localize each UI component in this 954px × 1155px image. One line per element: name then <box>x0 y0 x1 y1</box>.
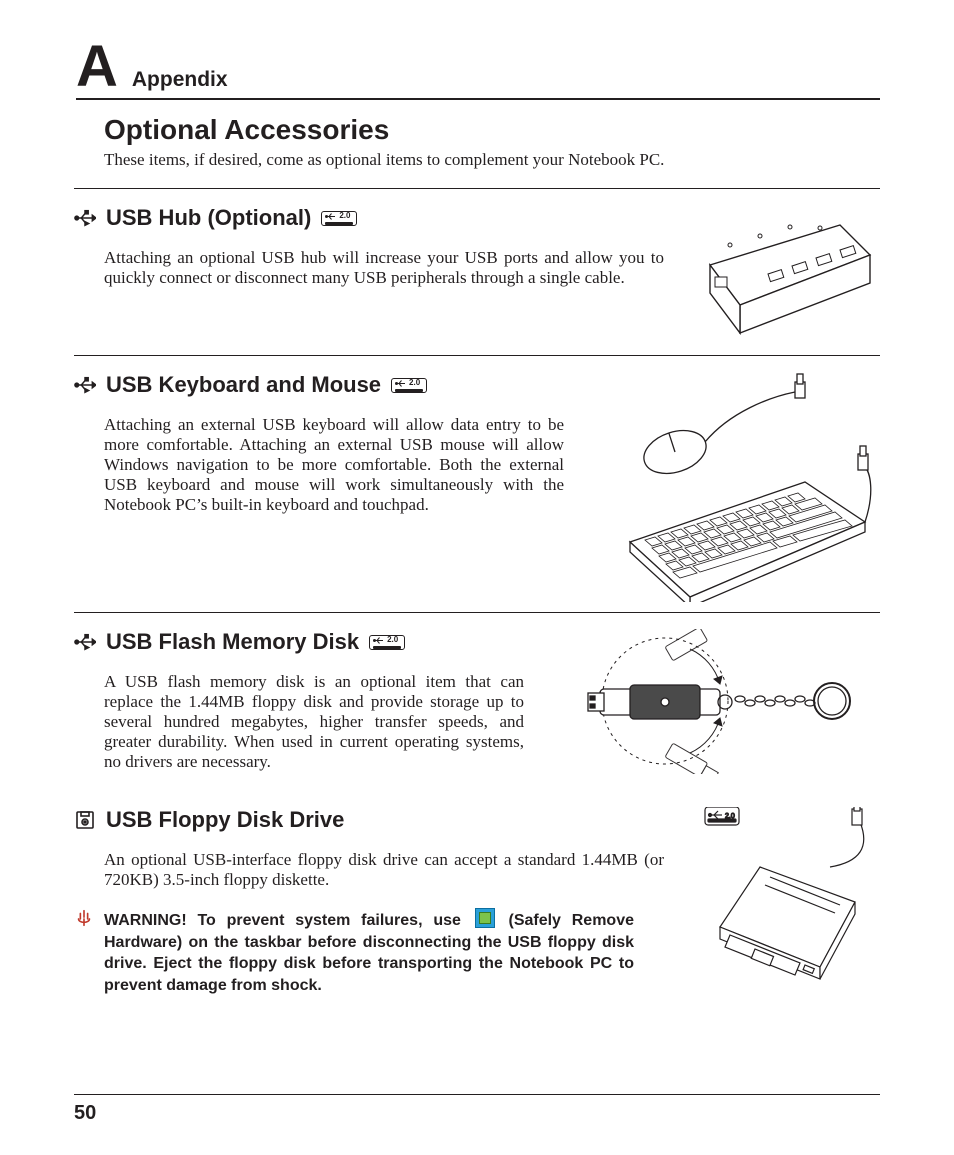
usb-2-badge-icon: 2.0 <box>321 211 357 226</box>
heading-usb-kbm: USB Keyboard and Mouse 2.0 <box>74 372 602 398</box>
usb-badge-label: 2.0 <box>339 212 350 220</box>
section-usb-flash: USB Flash Memory Disk 2.0 A USB flash me… <box>74 629 880 789</box>
divider <box>74 355 880 356</box>
page-title: Optional Accessories <box>104 114 880 146</box>
usb-badge-label: 2.0 <box>387 636 398 644</box>
warning-text: WARNING! To prevent system failures, use… <box>104 908 634 996</box>
appendix-word: Appendix <box>132 68 228 92</box>
page-number: 50 <box>74 1102 96 1125</box>
usb-2-badge-icon: 2.0 <box>369 635 405 650</box>
divider <box>74 188 880 189</box>
figure-usb-floppy: 2.0 <box>700 807 880 997</box>
heading-usb-flash: USB Flash Memory Disk 2.0 <box>74 629 552 655</box>
divider <box>74 612 880 613</box>
heading-usb-floppy-text: USB Floppy Disk Drive <box>106 807 344 833</box>
heading-usb-hub-text: USB Hub (Optional) <box>106 205 311 231</box>
heading-usb-flash-text: USB Flash Memory Disk <box>106 629 359 655</box>
intro-text: These items, if desired, come as optiona… <box>104 150 880 170</box>
figure-usb-kbm <box>620 372 880 602</box>
safely-remove-hardware-icon <box>475 908 495 928</box>
body-usb-hub: Attaching an optional USB hub will incre… <box>104 248 664 288</box>
heading-usb-hub: USB Hub (Optional) 2.0 <box>74 205 672 231</box>
floppy-icon <box>74 811 96 829</box>
usb-badge-label: 2.0 <box>409 379 420 387</box>
page: A Appendix Optional Accessories These it… <box>0 0 954 1155</box>
warning-prefix: WARNING! To prevent system failures, use <box>104 912 472 929</box>
warning-icon <box>74 908 94 933</box>
footer-rule <box>74 1094 880 1095</box>
heading-usb-kbm-text: USB Keyboard and Mouse <box>106 372 381 398</box>
appendix-letter: A <box>76 38 118 96</box>
heading-usb-floppy: USB Floppy Disk Drive <box>74 807 682 833</box>
section-usb-hub: USB Hub (Optional) 2.0 Attaching an opti… <box>74 205 880 345</box>
figure-usb-hub <box>690 205 880 345</box>
warning: WARNING! To prevent system failures, use… <box>74 908 634 996</box>
section-usb-floppy: USB Floppy Disk Drive An optional USB-in… <box>74 807 880 997</box>
body-usb-kbm: Attaching an external USB keyboard will … <box>104 415 564 515</box>
usb-trident-icon <box>74 376 96 394</box>
body-usb-flash: A USB flash memory disk is an optional i… <box>104 672 524 772</box>
section-usb-keyboard-mouse: USB Keyboard and Mouse 2.0 Attaching an … <box>74 372 880 602</box>
body-usb-floppy: An optional USB-interface floppy disk dr… <box>104 850 664 890</box>
usb-trident-icon <box>74 209 96 227</box>
figure-usb-flash <box>570 629 880 774</box>
appendix-header: A Appendix <box>76 38 880 100</box>
usb-trident-icon <box>74 633 96 651</box>
usb-2-badge-icon: 2.0 <box>391 378 427 393</box>
